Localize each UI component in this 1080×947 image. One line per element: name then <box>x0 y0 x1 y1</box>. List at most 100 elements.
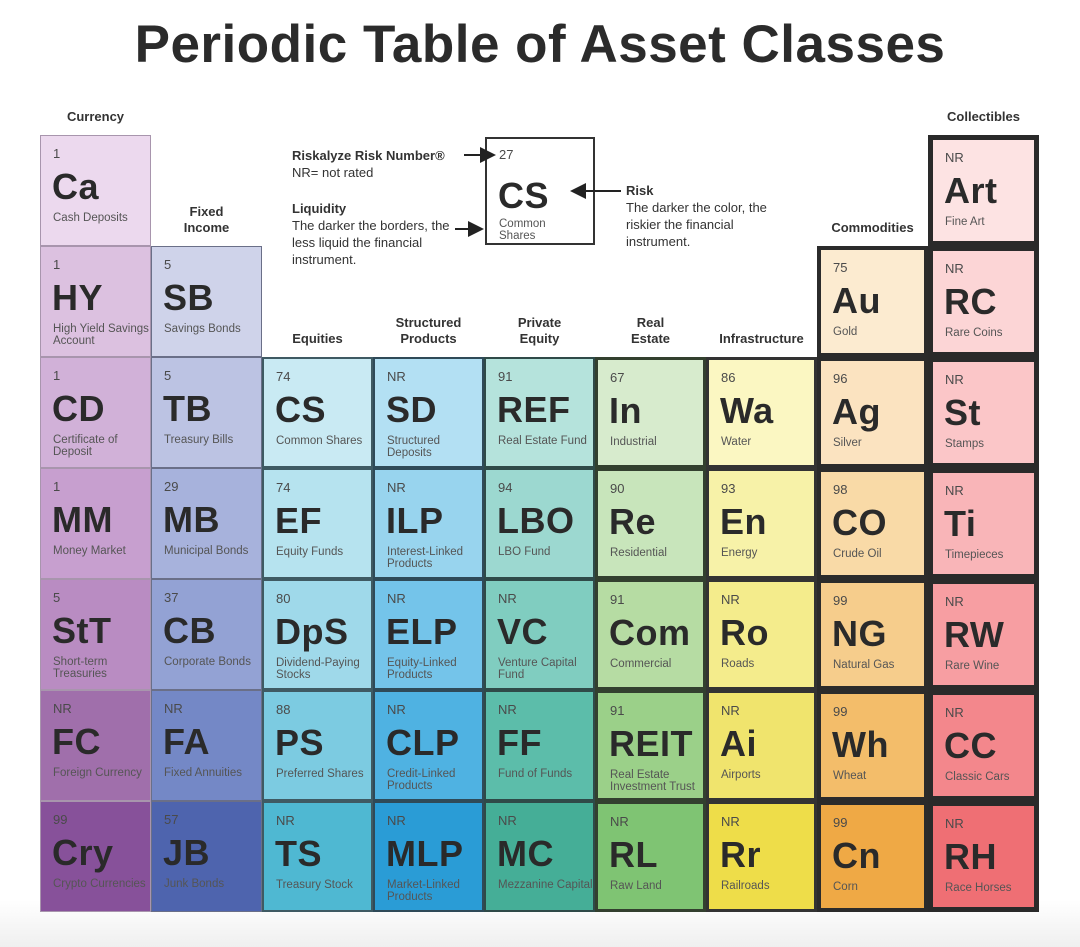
symbol: Com <box>609 612 691 653</box>
asset-name: Wheat <box>833 770 867 782</box>
column-header: Structured Products <box>373 315 484 347</box>
risk-number: 94 <box>498 480 513 495</box>
symbol: DpS <box>275 611 349 652</box>
symbol: SB <box>163 277 215 318</box>
asset-name: Savings Bonds <box>164 323 241 335</box>
asset-name: Gold <box>833 326 858 338</box>
column-header-text: Private Equity <box>517 315 562 346</box>
symbol: EF <box>275 500 323 541</box>
risk-number: 91 <box>498 369 513 384</box>
legend-liquidity-text: The darker the borders, the less liquid … <box>292 218 450 267</box>
element-cell: 57 JB Junk Bonds <box>151 801 262 912</box>
element-cell: 91 Com Commercial <box>595 579 706 690</box>
element-cell: 91 REIT Real Estate Investment Trust <box>595 690 706 801</box>
risk-number: NR <box>945 594 964 609</box>
column-header-text: Collectibles <box>947 109 1020 124</box>
risk-number: 99 <box>53 812 68 827</box>
column-header: Currency <box>40 109 151 125</box>
element-cell: NR St Stamps <box>928 357 1039 468</box>
element-cell: 1 MM Money Market <box>40 468 151 579</box>
symbol: SD <box>386 389 438 430</box>
symbol: VC <box>497 611 549 652</box>
symbol: Au <box>832 280 881 321</box>
element-cell: 5 StT Short-term Treasuries <box>40 579 151 690</box>
risk-number: NR <box>721 592 740 607</box>
element-cell: 75 Au Gold <box>817 246 928 357</box>
element-cell: 1 CD Certificate of Deposit <box>40 357 151 468</box>
risk-number: 57 <box>164 812 179 827</box>
symbol: Wh <box>832 724 889 765</box>
element-cell: 67 In Industrial <box>595 357 706 468</box>
sample-symbol: CS <box>498 175 550 216</box>
column-header-text: Infrastructure <box>719 331 804 346</box>
risk-number: NR <box>387 591 406 606</box>
element-cell: NR TS Treasury Stock <box>262 801 373 912</box>
element-cell: NR CLP Credit-Linked Products <box>373 690 484 801</box>
title: Periodic Table of Asset Classes <box>134 15 946 74</box>
asset-name: Short-term Treasuries <box>53 656 108 680</box>
symbol: RH <box>944 836 997 877</box>
risk-number: 99 <box>833 815 848 830</box>
symbol: MM <box>52 499 113 540</box>
element-cell: 1 Ca Cash Deposits <box>40 135 151 246</box>
column-header: Equities <box>262 331 373 347</box>
symbol: CO <box>832 502 887 543</box>
risk-number: 1 <box>53 368 61 383</box>
asset-name: Real Estate Investment Trust <box>610 769 696 793</box>
asset-name: Race Horses <box>945 882 1012 894</box>
asset-name: Fine Art <box>945 216 985 228</box>
symbol: TS <box>275 833 323 874</box>
element-cell: 90 Re Residential <box>595 468 706 579</box>
element-cell: 5 TB Treasury Bills <box>151 357 262 468</box>
symbol: Rr <box>720 834 762 875</box>
element-cell: 98 CO Crude Oil <box>817 468 928 579</box>
element-cell: 80 DpS Dividend-Paying Stocks <box>262 579 373 690</box>
risk-number: 90 <box>610 481 625 496</box>
symbol: MB <box>163 499 220 540</box>
asset-name: Foreign Currency <box>53 767 142 779</box>
symbol: TB <box>163 388 212 429</box>
risk-number: NR <box>387 369 406 384</box>
symbol: StT <box>52 610 112 651</box>
risk-number: 1 <box>53 257 61 272</box>
risk-number: NR <box>387 813 406 828</box>
risk-number: 1 <box>53 146 61 161</box>
asset-name: Timepieces <box>945 549 1004 561</box>
element-cell: 93 En Energy <box>706 468 817 579</box>
element-cell: NR FC Foreign Currency <box>40 690 151 801</box>
element-cell: NR FA Fixed Annuities <box>151 690 262 801</box>
legend-nr-note: NR= not rated <box>292 165 374 180</box>
element-cell: 94 LBO LBO Fund <box>484 468 595 579</box>
risk-number: 5 <box>164 368 172 383</box>
asset-name: LBO Fund <box>498 546 551 558</box>
column-header: Commodities <box>817 220 928 236</box>
risk-number: NR <box>276 813 295 828</box>
symbol: CC <box>944 725 997 766</box>
symbol: NG <box>832 613 887 654</box>
element-cell: NR MC Mezzanine Capital <box>484 801 595 912</box>
element-cell: 86 Wa Water <box>706 357 817 468</box>
column-header: Real Estate <box>595 315 706 347</box>
legend-liquidity-title: Liquidity <box>292 201 347 216</box>
risk-number: 99 <box>833 704 848 719</box>
asset-name: Treasury Stock <box>276 879 353 891</box>
column-header-text: Currency <box>66 109 125 124</box>
asset-name: Market-Linked Products <box>387 879 460 903</box>
risk-number: 1 <box>53 479 61 494</box>
asset-name: Silver <box>833 437 862 449</box>
asset-name: Cash Deposits <box>53 212 128 224</box>
symbol: PS <box>275 722 325 763</box>
element-cell: NR RC Rare Coins <box>928 246 1039 357</box>
element-cell: NR VC Venture Capital Fund <box>484 579 595 690</box>
symbol: CS <box>275 389 327 430</box>
risk-number: 75 <box>833 260 848 275</box>
risk-number: 67 <box>610 370 625 385</box>
symbol: Ro <box>720 612 769 653</box>
element-cell: 99 NG Natural Gas <box>817 579 928 690</box>
symbol: St <box>944 392 981 433</box>
risk-number: NR <box>164 701 183 716</box>
risk-number: 98 <box>833 482 848 497</box>
risk-number: NR <box>945 816 964 831</box>
risk-number: NR <box>387 480 406 495</box>
asset-name: Energy <box>721 547 758 559</box>
